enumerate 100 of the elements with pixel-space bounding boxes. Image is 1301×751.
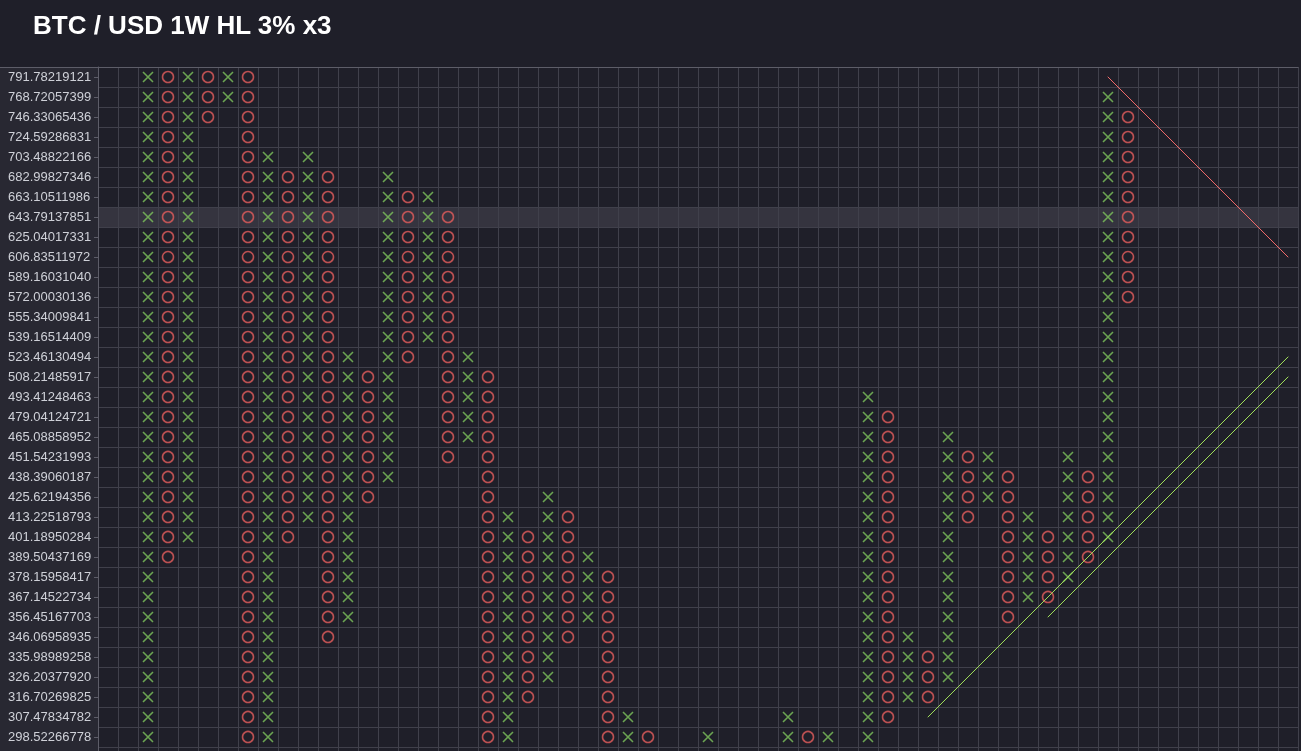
point — [1102, 191, 1114, 203]
point — [1041, 530, 1055, 544]
point — [481, 470, 495, 484]
point — [241, 590, 255, 604]
point — [262, 631, 274, 643]
point — [1081, 550, 1095, 564]
point — [441, 270, 455, 284]
point — [1102, 231, 1114, 243]
point — [182, 151, 194, 163]
point — [241, 410, 255, 424]
y-tick-label: 335.98989258 — [8, 649, 92, 665]
point — [142, 211, 154, 223]
point — [862, 531, 874, 543]
point — [321, 610, 335, 624]
point — [622, 731, 634, 743]
y-tick-label: 682.99827346 — [8, 169, 92, 185]
point — [601, 630, 615, 644]
point — [441, 290, 455, 304]
point — [161, 470, 175, 484]
point — [281, 170, 295, 184]
point — [521, 550, 535, 564]
point — [342, 391, 354, 403]
y-tick-label: 555.34009841 — [8, 309, 92, 325]
point — [521, 650, 535, 664]
point — [702, 731, 714, 743]
point — [441, 390, 455, 404]
point — [382, 171, 394, 183]
point — [401, 350, 415, 364]
point — [1022, 571, 1034, 583]
point — [542, 651, 554, 663]
point — [262, 691, 274, 703]
point — [182, 351, 194, 363]
point — [382, 351, 394, 363]
point — [262, 471, 274, 483]
point — [342, 471, 354, 483]
point — [382, 211, 394, 223]
point — [481, 670, 495, 684]
point — [921, 650, 935, 664]
point — [281, 270, 295, 284]
point — [161, 230, 175, 244]
point — [401, 190, 415, 204]
point — [521, 670, 535, 684]
point — [481, 550, 495, 564]
point — [361, 490, 375, 504]
point — [441, 370, 455, 384]
point — [401, 330, 415, 344]
point — [481, 690, 495, 704]
point — [262, 311, 274, 323]
point — [881, 590, 895, 604]
point — [262, 251, 274, 263]
point — [481, 490, 495, 504]
point — [161, 250, 175, 264]
point — [161, 310, 175, 324]
point — [321, 290, 335, 304]
point — [881, 550, 895, 564]
point — [1102, 531, 1114, 543]
point — [182, 291, 194, 303]
point — [942, 651, 954, 663]
point — [921, 690, 935, 704]
point — [1121, 170, 1135, 184]
point — [782, 731, 794, 743]
point — [302, 231, 314, 243]
point — [241, 130, 255, 144]
point — [142, 351, 154, 363]
point — [302, 371, 314, 383]
point — [302, 431, 314, 443]
point — [321, 450, 335, 464]
point — [521, 610, 535, 624]
point — [1102, 151, 1114, 163]
point — [161, 450, 175, 464]
point — [241, 270, 255, 284]
y-tick-label: 401.18950284 — [8, 529, 92, 545]
point — [1102, 111, 1114, 123]
point — [502, 611, 514, 623]
point — [862, 611, 874, 623]
point — [961, 470, 975, 484]
point — [382, 451, 394, 463]
point — [182, 451, 194, 463]
point — [142, 331, 154, 343]
point — [1121, 230, 1135, 244]
point — [262, 511, 274, 523]
point — [582, 611, 594, 623]
point — [161, 550, 175, 564]
point — [302, 191, 314, 203]
point — [422, 191, 434, 203]
point — [542, 591, 554, 603]
point — [281, 230, 295, 244]
point — [281, 510, 295, 524]
point — [601, 670, 615, 684]
point — [241, 490, 255, 504]
point — [502, 511, 514, 523]
y-tick-label: 346.06958935 — [8, 629, 92, 645]
point — [1121, 270, 1135, 284]
point — [561, 510, 575, 524]
point — [1102, 211, 1114, 223]
point — [881, 410, 895, 424]
point — [182, 311, 194, 323]
point — [942, 471, 954, 483]
point — [382, 391, 394, 403]
point — [262, 671, 274, 683]
